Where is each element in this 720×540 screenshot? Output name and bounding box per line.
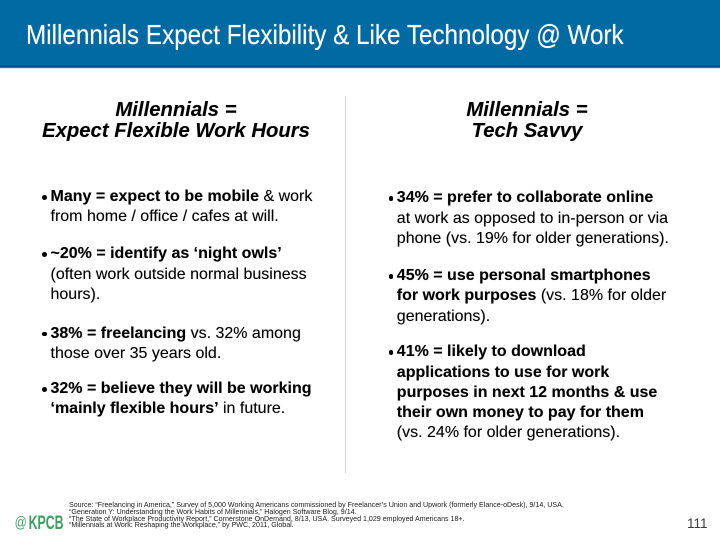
svg-text:KPCB: KPCB (29, 514, 64, 532)
svg-text:@: @ (15, 515, 27, 532)
